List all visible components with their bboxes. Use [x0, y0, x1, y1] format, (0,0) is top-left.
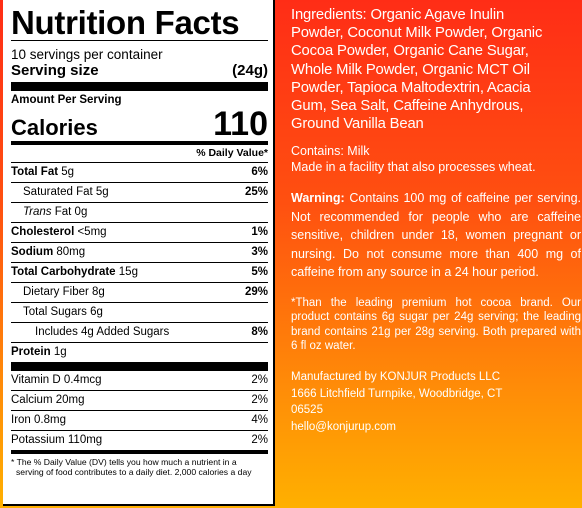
daily-value-header: % Daily Value*: [196, 147, 268, 159]
nutrient-dv: 1%: [251, 226, 268, 238]
daily-value-footnote: * The % Daily Value (DV) tells you how m…: [11, 457, 252, 477]
vitamin-dv: 4%: [251, 414, 268, 426]
divider-medium: [11, 450, 268, 454]
nutrient-row-protein: Protein 1g: [11, 342, 268, 362]
nutrient-row-total-carbohydrate: Total Carbohydrate 15g 5%: [11, 262, 268, 282]
serving-size: Serving size (24g): [11, 62, 268, 79]
nutrient-label-italic: Trans: [23, 206, 52, 218]
vitamin-dv: 2%: [251, 394, 268, 406]
caffeine-warning: Warning: Contains 100 mg of caffeine per…: [291, 189, 581, 282]
divider-thick: [11, 82, 268, 91]
divider-medium: [11, 141, 268, 145]
calories-value: 110: [213, 105, 268, 143]
vitamin-row-iron: Iron 0.8mg 4%: [11, 410, 268, 430]
manufacturer-address: 1666 Litchfield Turnpike, Woodbridge, CT: [291, 387, 503, 400]
facility-text: Made in a facility that also processes w…: [291, 160, 536, 175]
allergen-statement: Contains: Milk Made in a facility that a…: [291, 143, 581, 175]
nutrient-row-dietary-fiber: Dietary Fiber 8g 29%: [11, 282, 268, 302]
amount-per-serving: Amount Per Serving: [11, 94, 122, 106]
nutrient-row-total-sugars: Total Sugars 6g: [11, 302, 268, 322]
nutrient-label: Total Sugars 6g: [23, 306, 103, 318]
calories-row: Calories 110: [11, 107, 268, 141]
nutrient-amount: <5mg: [77, 226, 107, 238]
divider-thick: [11, 362, 268, 371]
divider: [11, 40, 268, 41]
nutrient-dv: 29%: [244, 286, 268, 298]
nutrient-label: Protein: [11, 346, 51, 358]
nutrient-label: Saturated Fat 5g: [23, 186, 109, 198]
nutrient-row-total-fat: Total Fat 5g 6%: [11, 162, 268, 182]
vitamin-row-calcium: Calcium 20mg 2%: [11, 390, 268, 410]
manufacturer-info: Manufactured by KONJUR Products LLC 1666…: [291, 369, 581, 435]
nutrient-dv: 8%: [251, 326, 268, 338]
nutrient-amount: 5g: [61, 166, 75, 178]
nutrient-dv: 25%: [244, 186, 268, 198]
ingredients-list: Ingredients: Organic Agave Inulin Powder…: [291, 7, 543, 133]
vitamin-label: Potassium 110mg: [11, 434, 103, 446]
nutrient-label: Dietary Fiber 8g: [23, 286, 105, 298]
nutrient-dv: 5%: [251, 266, 268, 278]
nutrient-row-added-sugars: Includes 4g Added Sugars 8%: [11, 322, 268, 342]
nutrient-label: Cholesterol: [11, 226, 75, 238]
nutrient-row-cholesterol: Cholesterol <5mg 1%: [11, 222, 268, 242]
nutrient-label: Fat 0g: [51, 206, 88, 218]
nutrient-label: Sodium: [11, 246, 54, 258]
nutrition-facts-title: Nutrition Facts: [11, 4, 240, 41]
vitamin-row-vitamin-d: Vitamin D 0.4mcg 2%: [11, 371, 268, 390]
nutrient-label: Includes 4g Added Sugars: [35, 326, 170, 338]
vitamin-label: Calcium 20mg: [11, 394, 85, 406]
nutrient-amount: 80mg: [56, 246, 86, 258]
manufacturer-name: Manufactured by KONJUR Products LLC: [291, 371, 501, 384]
manufacturer-zip: 06525: [291, 404, 323, 417]
nutrient-row-sodium: Sodium 80mg 3%: [11, 242, 268, 262]
product-info: Ingredients: Organic Agave Inulin Powder…: [291, 6, 581, 435]
nutrient-label: Total Fat: [11, 166, 59, 178]
serving-size-value: (24g): [232, 62, 268, 79]
vitamin-dv: 2%: [251, 374, 268, 386]
vitamin-label: Vitamin D 0.4mcg: [11, 374, 102, 386]
nutrient-row-trans-fat: Trans Fat 0g: [11, 202, 268, 222]
nutrient-row-saturated-fat: Saturated Fat 5g 25%: [11, 182, 268, 202]
nutrient-dv: 3%: [251, 246, 268, 258]
warning-text: Contains 100 mg of caffeine per serving.…: [291, 191, 581, 280]
contains-text: Contains: Milk: [291, 144, 370, 159]
manufacturer-email: hello@konjurup.com: [291, 420, 397, 433]
sugar-comparison-note: *Than the leading premium hot cocoa bran…: [291, 296, 581, 352]
warning-label: Warning:: [291, 191, 345, 206]
nutrient-amount: 1g: [53, 346, 67, 358]
calories-label: Calories: [11, 115, 98, 140]
servings-per-container: 10 servings per container: [11, 47, 163, 62]
vitamin-label: Iron 0.8mg: [11, 414, 66, 426]
nutrient-label: Total Carbohydrate: [11, 266, 116, 278]
vitamin-row-potassium: Potassium 110mg 2%: [11, 430, 268, 450]
nutrient-amount: 15g: [118, 266, 138, 278]
vitamin-dv: 2%: [251, 434, 268, 446]
serving-size-label: Serving size: [11, 62, 99, 79]
nutrient-dv: 6%: [251, 166, 268, 178]
nutrition-facts-panel: Nutrition Facts 10 servings per containe…: [3, 0, 275, 506]
